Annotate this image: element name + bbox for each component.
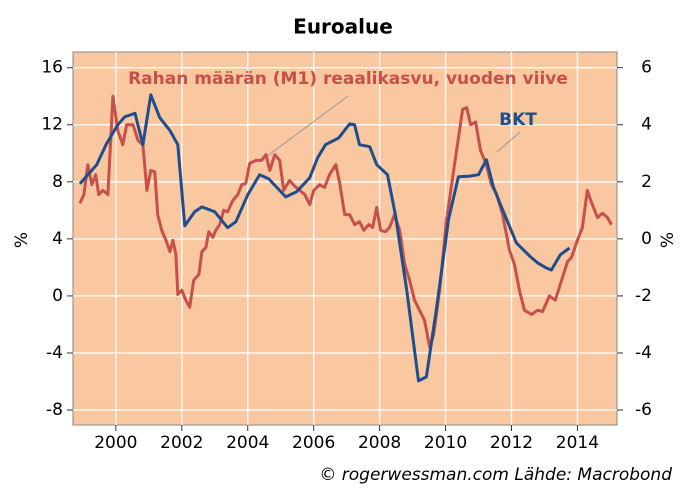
y-tick-label: -8 xyxy=(46,400,63,420)
y2-tick-label: 4 xyxy=(641,115,652,135)
x-tick-label: 2004 xyxy=(226,433,269,453)
x-tick-label: 2002 xyxy=(160,433,203,453)
y2-tick-label: -2 xyxy=(635,286,652,306)
y2-tick-label: 6 xyxy=(641,58,652,78)
y-tick-label: 4 xyxy=(52,229,63,249)
x-tick-label: 2008 xyxy=(358,433,401,453)
series-label: Rahan määrän (M1) reaalikasvu, vuoden vi… xyxy=(128,69,568,89)
footer: © rogerwessman.com Lähde: Macrobond xyxy=(319,465,672,485)
x-tick-label: 2006 xyxy=(292,433,335,453)
y-tick-label: 8 xyxy=(52,172,63,192)
y2-tick-label: 0 xyxy=(641,229,652,249)
chart-title: Euroalue xyxy=(293,15,393,39)
y2-tick-label: 2 xyxy=(641,172,652,192)
x-tick-label: 2014 xyxy=(556,433,599,453)
x-tick-label: 2000 xyxy=(94,433,137,453)
series-label: BKT xyxy=(499,110,537,130)
y-tick-label: 16 xyxy=(41,58,63,78)
y-axis-label: % xyxy=(12,232,32,248)
series-line xyxy=(78,93,571,383)
x-tick-label: 2012 xyxy=(490,433,533,453)
y-tick-label: -4 xyxy=(46,343,63,363)
y-tick-label: 0 xyxy=(52,286,63,306)
y2-tick-label: -4 xyxy=(635,343,652,363)
y2-tick-label: -6 xyxy=(635,400,652,420)
y-tick-label: 12 xyxy=(41,115,63,135)
y2-axis-label: % xyxy=(658,232,678,248)
x-tick-label: 2010 xyxy=(424,433,467,453)
leader-line xyxy=(496,131,521,153)
series-line xyxy=(78,94,613,349)
leader-line xyxy=(261,95,349,161)
